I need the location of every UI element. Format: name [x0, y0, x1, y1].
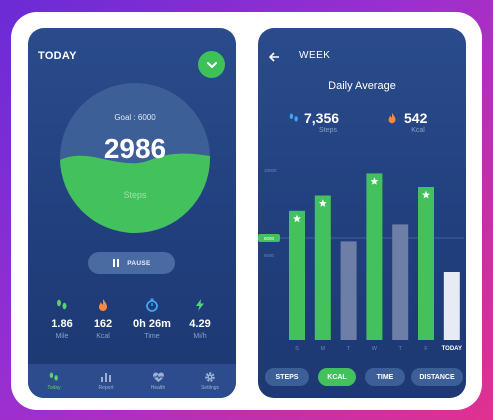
x-tick-label: M: [321, 346, 326, 352]
lightning-icon: [196, 299, 204, 311]
filter-time[interactable]: TIME: [365, 368, 405, 386]
weekly-bar-chart: 10000 5000 6000 S M T W T F TODAY: [258, 168, 464, 352]
daily-average-title: Daily Average: [328, 80, 396, 92]
y-tick-label: 10000: [264, 168, 277, 173]
week-screen: 10000 5000 6000 S M T W T F TODAY WEEK Daily Aver…: [258, 28, 466, 398]
x-tick-label: F: [424, 346, 428, 352]
x-tick-label: S: [295, 346, 299, 352]
kcal-average-label: Kcal: [411, 127, 425, 134]
nav-item-today[interactable]: Today: [32, 371, 76, 391]
stat-distance: 1.86 Mile: [40, 298, 84, 340]
filter-label: TIME: [376, 373, 394, 381]
gear-icon: [205, 372, 215, 382]
nav-item-report[interactable]: Report: [84, 371, 128, 391]
steps-average-value: 7,356: [304, 110, 340, 126]
pause-button[interactable]: PAUSE: [88, 252, 175, 274]
back-button[interactable]: [268, 50, 280, 68]
goal-line-badge: [258, 234, 280, 242]
stat-calories: 162 Kcal: [81, 298, 125, 340]
nav-item-settings[interactable]: Settings: [188, 371, 232, 391]
flame-icon: [99, 299, 107, 311]
chart-bar: [443, 272, 460, 340]
star-icon: [422, 190, 430, 199]
check-button[interactable]: [198, 51, 225, 78]
bottom-nav: Today Report Health Settings: [28, 364, 236, 398]
nav-label: Settings: [200, 385, 220, 391]
stat-time: 0h 26m Time: [130, 298, 174, 340]
y-tick-label: 5000: [264, 253, 275, 258]
filter-label: DISTANCE: [419, 373, 455, 381]
pause-label: PAUSE: [127, 259, 151, 267]
filter-steps[interactable]: STEPS: [265, 368, 309, 386]
steps-label: Steps: [123, 190, 147, 200]
steps-average-label: Steps: [319, 127, 337, 134]
nav-item-health[interactable]: Health: [136, 371, 180, 391]
steps-progress-ring: Goal : 6000 2986 Steps: [60, 83, 210, 233]
x-tick-label: T: [347, 346, 351, 352]
filter-kcal[interactable]: KCAL: [318, 368, 356, 386]
distance-label: Mile: [55, 333, 69, 340]
speed-label: Mi/h: [193, 333, 207, 340]
metric-filter-bar: STEPS KCAL TIME DISTANCE: [263, 368, 463, 388]
goal-label: Goal : 6000: [114, 113, 156, 122]
x-tick-label: T: [399, 346, 403, 352]
steps-count: 2986: [103, 133, 167, 164]
chevron-down-icon: [206, 61, 217, 68]
calories-value: 162: [93, 318, 113, 330]
nav-label: Health: [150, 385, 166, 391]
pause-icon: [113, 259, 120, 267]
goal-line-label: 6000: [264, 236, 275, 241]
footsteps-icon: [289, 113, 298, 122]
nav-label: Report: [98, 385, 114, 391]
flame-icon: [388, 112, 396, 124]
stopwatch-icon: [146, 298, 158, 312]
time-label: Time: [144, 333, 160, 340]
chart-bar: [366, 173, 383, 340]
chart-bar: [340, 241, 357, 340]
page-title: WEEK: [299, 50, 331, 61]
chart-bar: [314, 195, 331, 340]
nav-label: Today: [47, 385, 61, 391]
filter-distance[interactable]: DISTANCE: [411, 368, 463, 386]
footsteps-icon: [57, 299, 67, 310]
kcal-average-value: 542: [404, 110, 428, 126]
stat-speed: 4.29 Mi/h: [178, 298, 222, 340]
star-icon: [293, 214, 301, 223]
progress-fill: [60, 153, 210, 233]
bar-chart-icon: [101, 373, 111, 382]
star-icon: [370, 177, 379, 185]
page-title: TODAY: [38, 50, 77, 62]
chart-bar: [392, 224, 409, 340]
x-tick-label: W: [372, 346, 378, 352]
speed-value: 4.29: [189, 318, 211, 330]
back-arrow-icon: [269, 52, 279, 62]
x-tick-label: TODAY: [442, 346, 462, 352]
chart-bar: [289, 210, 305, 340]
distance-value: 1.86: [51, 318, 73, 330]
calories-label: Kcal: [96, 333, 110, 340]
footsteps-icon: [49, 372, 58, 381]
star-icon: [318, 199, 327, 207]
time-value: 0h 26m: [133, 318, 171, 330]
filter-label: STEPS: [275, 373, 299, 381]
chart-bar: [418, 187, 434, 340]
filter-label: KCAL: [327, 373, 347, 381]
today-screen: TODAY Goal : 6000 2986 Steps PAUSE 1.86 …: [28, 28, 236, 398]
heart-icon: [152, 372, 164, 382]
